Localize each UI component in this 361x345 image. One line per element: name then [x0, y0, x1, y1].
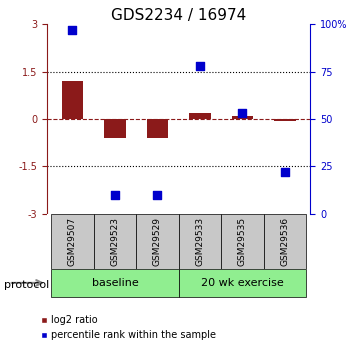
Bar [147, 119, 168, 138]
Point [240, 110, 245, 116]
Text: baseline: baseline [92, 278, 138, 288]
Point [155, 192, 160, 198]
Bar [51, 214, 94, 269]
Text: GSM29533: GSM29533 [195, 217, 204, 266]
Title: GDS2234 / 16974: GDS2234 / 16974 [111, 8, 246, 23]
Bar [51, 269, 179, 297]
Bar [62, 81, 83, 119]
Point [197, 63, 203, 69]
Bar [104, 119, 126, 138]
Bar [232, 116, 253, 119]
Text: GSM29523: GSM29523 [110, 217, 119, 266]
Point [112, 192, 118, 198]
Text: GSM29535: GSM29535 [238, 217, 247, 266]
Point [70, 27, 75, 32]
Bar [179, 214, 221, 269]
Bar [274, 119, 296, 121]
Bar [264, 214, 306, 269]
Bar [189, 113, 210, 119]
Bar [221, 214, 264, 269]
Bar [136, 214, 179, 269]
Text: protocol: protocol [4, 280, 49, 289]
Text: 20 wk exercise: 20 wk exercise [201, 278, 284, 288]
Text: GSM29507: GSM29507 [68, 217, 77, 266]
Text: GSM29529: GSM29529 [153, 217, 162, 266]
Bar [179, 269, 306, 297]
Bar [94, 214, 136, 269]
Point [282, 169, 288, 175]
Text: GSM29536: GSM29536 [280, 217, 290, 266]
Legend: log2 ratio, percentile rank within the sample: log2 ratio, percentile rank within the s… [41, 315, 216, 340]
